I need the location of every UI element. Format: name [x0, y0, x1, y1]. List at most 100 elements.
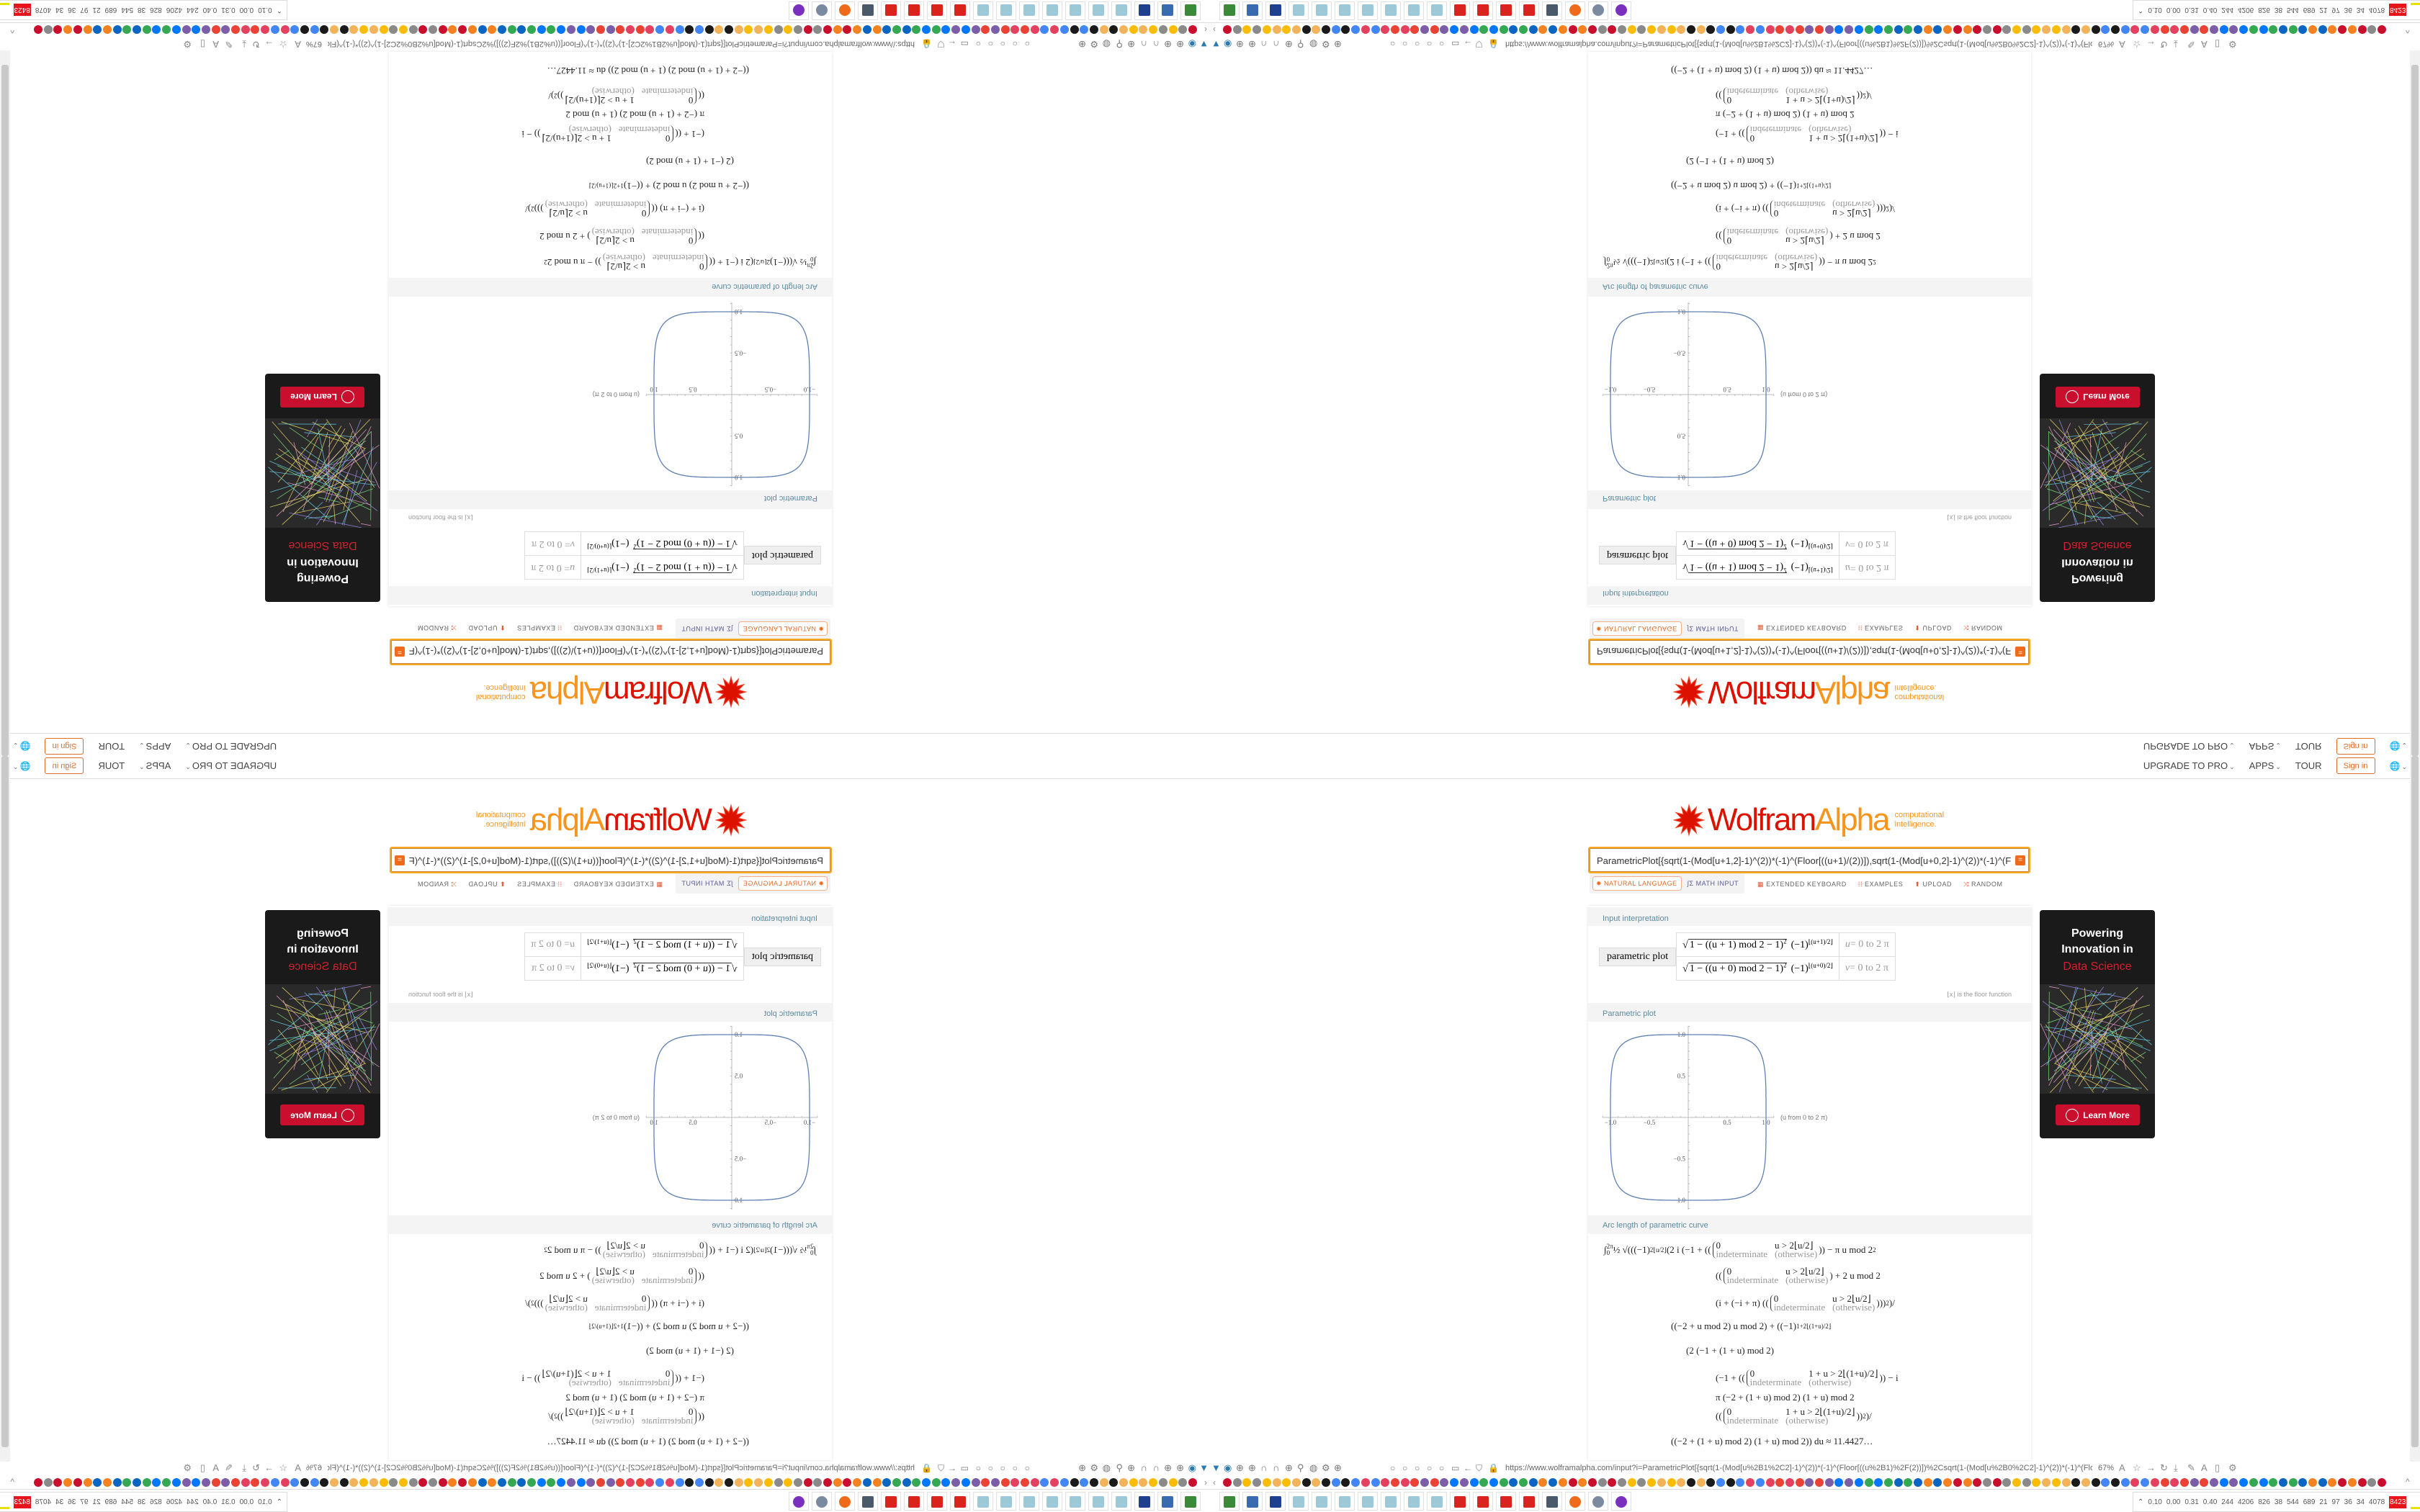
taskbar-app-button[interactable] [1358, 1, 1378, 20]
bookmark-icon[interactable] [843, 1478, 852, 1487]
bookmark-icon[interactable] [1568, 25, 1577, 34]
toolbar-button-icon[interactable]: ☆ [2133, 1462, 2141, 1473]
bookmark-icon[interactable] [458, 25, 467, 34]
toolbar-button-icon[interactable]: ⊕ [1334, 39, 1342, 50]
bookmark-icon[interactable] [2130, 1478, 2140, 1487]
toolbar-button-icon[interactable]: → [2146, 39, 2156, 50]
tour-link[interactable]: TOUR [2295, 760, 2322, 771]
scrollbar-thumb[interactable] [2411, 756, 2419, 1447]
bookmark-icon[interactable] [1587, 25, 1597, 34]
bookmark-icon[interactable] [2120, 1478, 2130, 1487]
toolbar-button-icon[interactable]: ○ [1012, 39, 1018, 49]
bookmark-icon[interactable] [1953, 25, 1962, 34]
taskbar-app-button[interactable] [1180, 1, 1201, 20]
toolbar-button-icon[interactable]: ○ [1402, 1463, 1408, 1473]
bookmark-icon[interactable] [537, 1478, 546, 1487]
taskbar-app-button[interactable] [1134, 1, 1155, 20]
toolbar-button-icon[interactable]: ▯ [2215, 39, 2220, 50]
examples-button[interactable]: ⁞⁞ EXAMPLES [1858, 624, 1904, 631]
bookmark-icon[interactable] [1242, 1478, 1252, 1487]
bookmark-icon[interactable] [1755, 1478, 1765, 1487]
zoom-level[interactable]: 67% [305, 40, 322, 48]
bookmark-icon[interactable] [1390, 1478, 1399, 1487]
natural-language-tab[interactable]: ✸ NATURAL LANGUAGE [738, 621, 828, 636]
language-globe-icon[interactable]: 🌐⌄ [2389, 760, 2408, 771]
bookmark-icon[interactable] [63, 25, 73, 34]
bookmark-icon[interactable] [231, 1478, 241, 1487]
bookmark-icon[interactable] [922, 1478, 931, 1487]
bookmark-icon[interactable] [1815, 1478, 1824, 1487]
toolbar-button-icon[interactable]: → [264, 39, 274, 50]
taskbar-app-button[interactable] [1496, 1, 1516, 20]
bookmark-icon[interactable] [1509, 25, 1518, 34]
toolbar-button-icon[interactable]: ○ [1439, 1463, 1445, 1473]
bookmark-icon[interactable] [231, 25, 241, 34]
bookmark-icon[interactable] [1883, 25, 1893, 34]
bookmark-icon[interactable] [320, 1478, 329, 1487]
bookmark-icon[interactable] [1149, 1478, 1158, 1487]
bookmark-icon[interactable] [112, 25, 122, 34]
bookmark-icon[interactable] [517, 25, 526, 34]
taskbar-app-button[interactable] [996, 1492, 1016, 1511]
chevron-up-icon[interactable]: ^ [2406, 1477, 2410, 1487]
bookmark-icon[interactable] [2071, 1478, 2081, 1487]
bookmark-icon[interactable] [1597, 25, 1607, 34]
search-input-value[interactable]: ParametricPlot[{sqrt(1-(Mod[u+1,2]-1)^(2… [409, 855, 823, 866]
bookmark-icon[interactable] [2200, 25, 2209, 34]
bookmark-icon[interactable] [349, 1478, 359, 1487]
bookmark-icon[interactable] [1050, 25, 1059, 34]
bookmark-icon[interactable] [1242, 25, 1252, 34]
bookmark-icon[interactable] [1785, 1478, 1794, 1487]
bookmark-icon[interactable] [882, 25, 892, 34]
bookmark-icon[interactable] [1469, 1478, 1479, 1487]
taskbar-app-button[interactable] [1088, 1492, 1108, 1511]
bookmark-icon[interactable] [63, 1478, 73, 1487]
toolbar-button-icon[interactable]: ⚙ [1090, 1462, 1098, 1473]
bookmark-icon[interactable] [606, 1478, 615, 1487]
taskbar-app-button[interactable] [973, 1, 993, 20]
bookmark-icon[interactable] [1528, 1478, 1538, 1487]
toolbar-button-icon[interactable]: ∩ [1152, 39, 1160, 50]
taskbar-app-button[interactable] [1381, 1, 1401, 20]
bookmark-icon[interactable] [507, 1478, 516, 1487]
toolbar-button-icon[interactable]: ∩ [1260, 1462, 1268, 1473]
taskbar-app-button[interactable] [1042, 1, 1062, 20]
bookmark-icon[interactable] [1667, 25, 1676, 34]
bookmark-icon[interactable] [2051, 25, 2061, 34]
bookmark-icon[interactable] [1090, 25, 1098, 34]
bookmark-icon[interactable] [202, 25, 210, 34]
bookmark-icon[interactable] [93, 25, 102, 34]
bookmark-icon[interactable] [1371, 1478, 1380, 1487]
toolbar-button-icon[interactable]: ∩ [1260, 39, 1268, 50]
bookmark-icon[interactable] [912, 25, 921, 34]
toolbar-button-icon[interactable]: ⊕ [1285, 1462, 1293, 1473]
taskbar-app-button[interactable] [1289, 1492, 1309, 1511]
toolbar-button-icon[interactable]: 🔒 [1488, 1463, 1499, 1473]
toolbar-button-icon[interactable]: A [2119, 39, 2125, 50]
page-scrollbar[interactable] [0, 756, 10, 1462]
toolbar-button-icon[interactable]: ○ [1427, 39, 1433, 49]
chevron-up-icon[interactable]: ⌃ [2138, 1498, 2144, 1506]
bookmark-icon[interactable] [2288, 25, 2298, 34]
bookmark-icon[interactable] [1010, 25, 1020, 34]
address-bar[interactable]: https://www.wolframalpha.com/input?i=Par… [328, 1464, 915, 1472]
toolbar-button-icon[interactable]: 🔒 [921, 1463, 932, 1473]
bookmark-icon[interactable] [1904, 25, 1913, 34]
page-scrollbar[interactable] [2410, 50, 2420, 756]
bookmark-icon[interactable] [320, 25, 329, 34]
bookmarks-scroll-left-icon[interactable]: ‹ [1213, 1477, 1216, 1488]
taskbar-app-button[interactable] [1289, 1, 1309, 20]
bookmark-icon[interactable] [853, 25, 862, 34]
toolbar-button-icon[interactable]: ⊕ [1248, 39, 1256, 50]
toolbar-button-icon[interactable]: ⛉ [937, 1463, 944, 1473]
toolbar-button-icon[interactable]: ↻ [2160, 39, 2168, 50]
bookmark-icon[interactable] [103, 25, 112, 34]
bookmark-icon[interactable] [1538, 1478, 1548, 1487]
bookmark-icon[interactable] [1568, 1478, 1577, 1487]
bookmark-icon[interactable] [1109, 1478, 1119, 1487]
toolbar-button-icon[interactable]: ⚲ [1297, 1462, 1304, 1473]
bookmark-icon[interactable] [1371, 25, 1380, 34]
bookmark-icon[interactable] [2042, 1478, 2051, 1487]
bookmark-icon[interactable] [2141, 1478, 2150, 1487]
bookmark-icon[interactable] [1677, 25, 1686, 34]
